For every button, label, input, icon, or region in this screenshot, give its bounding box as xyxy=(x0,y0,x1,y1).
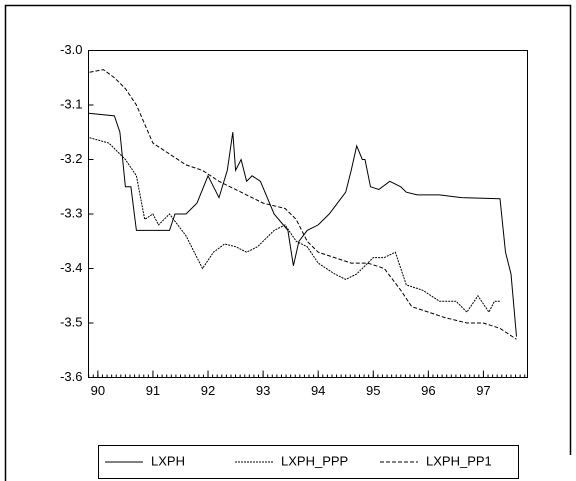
x-tick-label: 90 xyxy=(91,383,105,398)
x-tick-label: 97 xyxy=(476,383,490,398)
legend-label: LXPH_PP1 xyxy=(426,453,492,468)
y-tick-label: -3.4 xyxy=(60,260,82,275)
legend-label: LXPH xyxy=(151,453,185,468)
legend-label: LXPH_PPP xyxy=(281,453,348,468)
x-tick-label: 91 xyxy=(146,383,160,398)
series-line xyxy=(89,69,517,340)
series-line xyxy=(89,137,500,314)
y-tick-label: -3.1 xyxy=(60,96,82,111)
y-tick-label: -3.5 xyxy=(60,314,82,329)
frame xyxy=(4,4,572,481)
y-tick-label: -3.3 xyxy=(60,205,82,220)
legend-box xyxy=(98,445,519,479)
series-line xyxy=(88,112,517,337)
x-tick-label: 93 xyxy=(256,383,270,398)
x-tick-label: 92 xyxy=(201,383,215,398)
plot-frame xyxy=(88,50,528,378)
x-tick-label: 95 xyxy=(366,383,380,398)
y-tick-label: -3.0 xyxy=(60,42,82,57)
x-tick-label: 94 xyxy=(311,383,325,398)
y-tick-label: -3.6 xyxy=(60,369,82,384)
x-tick-label: 96 xyxy=(421,383,435,398)
y-tick-label: -3.2 xyxy=(60,151,82,166)
